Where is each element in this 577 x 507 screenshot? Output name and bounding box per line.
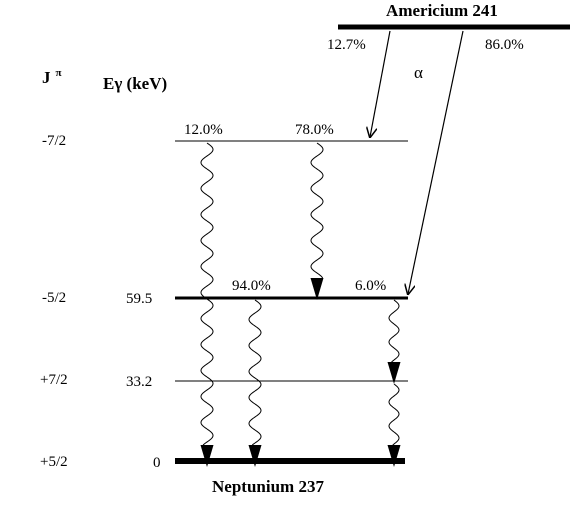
parent-branch-right-label: 86.0%	[485, 37, 524, 53]
parent-nucleus-label: Americium 241	[386, 1, 498, 20]
gamma-intensity-label: 94.0%	[232, 278, 271, 294]
alpha-decay-symbol: α	[414, 63, 423, 82]
gamma-intensity-label: 12.0%	[184, 122, 223, 138]
level-spin-label: -7/2	[42, 133, 66, 149]
parent-branch-left-label: 12.7%	[327, 37, 366, 53]
level-energy-label: 0	[153, 455, 161, 471]
gamma-ray-7-2-to-5-2	[310, 142, 324, 279]
level-spin-label: +5/2	[40, 454, 68, 470]
alpha-arrow-to-level-7-2	[370, 30, 391, 137]
daughter-nucleus-label: Neptunium 237	[212, 477, 324, 496]
level-energy-label: 33.2	[126, 374, 152, 390]
gamma-ray-7-2-to-ground	[200, 142, 214, 446]
gamma-arrowhead	[248, 445, 262, 467]
energy-header: Eγ (keV)	[103, 74, 167, 93]
gamma-ray-7-2-plus-to-ground	[388, 383, 400, 446]
gamma-ray-5-2-to-7-2-plus	[388, 299, 400, 363]
level-spin-label: +7/2	[40, 372, 68, 388]
gamma-arrowhead	[387, 362, 401, 384]
alpha-arrow-to-level-5-2	[408, 30, 464, 294]
gamma-ray-5-2-to-ground	[248, 299, 262, 446]
spin-header-text: J	[42, 68, 51, 87]
gamma-intensity-label: 6.0%	[355, 278, 386, 294]
gamma-arrowhead	[387, 445, 401, 467]
level-spin-label: -5/2	[42, 290, 66, 306]
parity-superscript: π	[56, 67, 62, 79]
gamma-arrowhead	[310, 278, 324, 300]
level-energy-label: 59.5	[126, 291, 152, 307]
gamma-arrowhead	[200, 445, 214, 467]
gamma-intensity-label: 78.0%	[295, 122, 334, 138]
